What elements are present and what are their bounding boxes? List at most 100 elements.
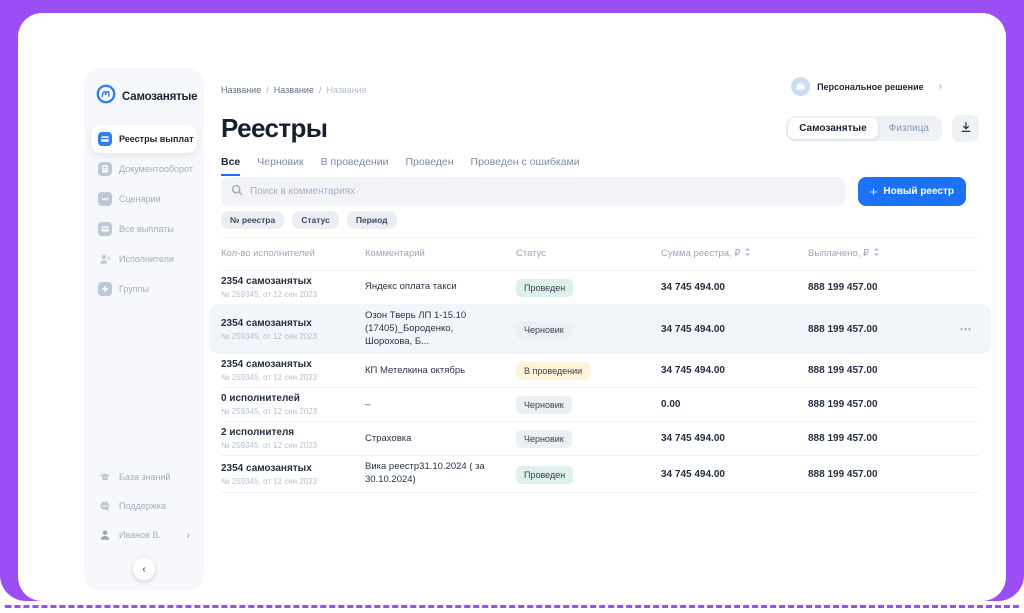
filter-chips: № реестра Статус Период <box>221 211 397 229</box>
payout-registries-icon <box>98 132 112 146</box>
table-row[interactable]: 2354 самозанятых № 259345, от 12 сен 202… <box>221 354 979 389</box>
sidebar-item-label: Реестры выплат <box>119 134 194 144</box>
sidebar-item-label: Группы <box>119 284 149 294</box>
status-badge: Проведен <box>516 279 574 297</box>
chevron-right-icon: › <box>186 529 190 541</box>
row-count: 2 исполнителя <box>221 427 295 439</box>
sort-icon <box>873 247 880 260</box>
sidebar-item-label: Документооборот <box>119 164 193 174</box>
row-meta: № 259345, от 12 сен 2023 <box>221 476 318 486</box>
tab-completed-with-errors[interactable]: Проведен с ошибками <box>470 156 580 168</box>
tab-completed[interactable]: Проведен <box>405 156 454 168</box>
new-registry-button[interactable]: + Новый реестр <box>857 177 966 206</box>
bottom-dashed-line <box>4 605 1020 608</box>
row-meta: № 259345, от 12 сен 2023 <box>221 441 318 451</box>
row-sum: 34 745 494.00 <box>661 433 725 445</box>
search-box <box>221 177 845 206</box>
row-comment: Страховка <box>365 432 412 444</box>
logo: Самозанятые <box>84 68 204 125</box>
row-count: 2354 самозанятых <box>221 276 312 287</box>
table-row[interactable]: 2354 самозанятых № 259345, от 12 сен 202… <box>221 456 979 494</box>
groups-icon <box>98 282 112 296</box>
sidebar-bottom: База знаний Поддержка Иванов В. › <box>91 463 197 550</box>
row-meta: № 259345, от 12 сен 2023 <box>221 290 318 299</box>
column-header-paid-label: Выплачено, ₽ <box>808 248 870 259</box>
filter-chip-registry-number[interactable]: № реестра <box>221 211 285 229</box>
sort-icon <box>744 247 751 260</box>
sidebar-item-label: Исполнители <box>119 254 174 264</box>
row-paid: 888 199 457.00 <box>808 399 878 411</box>
sidebar-item-performers[interactable]: Исполнители <box>91 245 197 273</box>
row-comment: Озон Тверь ЛП 1-15.10 (17405)_Бороденко,… <box>365 310 467 347</box>
user-icon <box>98 528 112 542</box>
search-icon <box>231 183 243 201</box>
row-comment: Яндекс оплата такси <box>365 281 457 293</box>
sidebar-collapse-button[interactable]: ‹ <box>133 558 155 580</box>
row-comment: Вика реестр31.10.2024 ( за 30.10.2024) <box>365 461 485 486</box>
table-row[interactable]: 2354 самозанятых № 259345, от 12 сен 202… <box>209 303 991 355</box>
table-row[interactable]: 0 исполнителей № 259345, от 12 сен 2023 … <box>221 388 979 423</box>
table-header: Кол-во исполнителей Комментарий Статус С… <box>221 237 979 271</box>
row-sum: 34 745 494.00 <box>661 323 725 335</box>
chevron-right-icon: › <box>938 81 942 92</box>
status-badge: Черновик <box>516 430 572 449</box>
sidebar-item-support[interactable]: Поддержка <box>91 492 197 520</box>
row-paid: 888 199 457.00 <box>808 433 878 445</box>
status-badge: Черновик <box>516 320 572 339</box>
tab-in-progress[interactable]: В проведении <box>320 156 389 168</box>
row-count: 2354 самозанятых <box>221 462 312 474</box>
row-menu-button[interactable]: ⋯ <box>959 322 973 337</box>
tab-draft[interactable]: Черновик <box>257 156 304 168</box>
performers-icon <box>98 252 112 266</box>
sidebar-nav: Реестры выплат Документооборот Сценарии <box>84 125 204 303</box>
row-comment: – <box>365 398 371 410</box>
row-meta: № 259345, от 12 сен 2023 <box>221 331 318 341</box>
sidebar-item-document-flow[interactable]: Документооборот <box>91 155 197 183</box>
logo-icon <box>96 84 116 109</box>
sidebar: Самозанятые Реестры выплат Документообор… <box>84 68 204 590</box>
sidebar-item-scenarios[interactable]: Сценарии <box>91 185 197 213</box>
segment-self-employed[interactable]: Самозанятые <box>788 118 878 139</box>
breadcrumb: Название / Название / Название <box>221 85 367 95</box>
breadcrumb-item[interactable]: Название <box>221 85 262 95</box>
tab-all[interactable]: Все <box>221 156 241 176</box>
row-meta: № 259345, от 12 сен 2023 <box>221 373 318 383</box>
download-button[interactable] <box>952 115 979 142</box>
breadcrumb-separator: / <box>318 85 322 95</box>
filter-chip-period[interactable]: Период <box>346 211 397 229</box>
status-badge: Черновик <box>516 396 572 415</box>
document-icon <box>98 162 112 176</box>
payments-icon <box>98 222 112 236</box>
column-header-sum[interactable]: Сумма реестра, ₽ <box>661 247 808 260</box>
account-switcher[interactable]: Персональное решение › <box>791 77 942 96</box>
sidebar-item-user[interactable]: Иванов В. › <box>91 521 197 549</box>
sidebar-item-groups[interactable]: Группы <box>91 275 197 303</box>
support-icon <box>98 499 112 513</box>
breadcrumb-item-current: Название <box>326 85 367 95</box>
scenarios-icon <box>98 192 112 206</box>
column-header-paid[interactable]: Выплачено, ₽ <box>808 247 948 260</box>
sidebar-item-payout-registries[interactable]: Реестры выплат <box>91 125 197 153</box>
title-row: Реестры Самозанятые Физлица <box>221 113 979 144</box>
page-title: Реестры <box>221 113 328 143</box>
briefcase-icon <box>791 77 811 96</box>
search-input[interactable] <box>250 186 835 197</box>
filter-chip-status[interactable]: Статус <box>292 211 339 229</box>
status-badge: В проведении <box>516 362 591 381</box>
entity-type-segmented-control: Самозанятые Физлица <box>786 116 942 141</box>
sidebar-item-all-payments[interactable]: Все выплаты <box>91 215 197 243</box>
row-count: 2354 самозанятых <box>221 317 312 329</box>
segment-individuals[interactable]: Физлица <box>888 123 929 134</box>
row-paid: 888 199 457.00 <box>808 468 878 480</box>
row-paid: 888 199 457.00 <box>808 323 878 335</box>
table-row[interactable]: 2 исполнителя № 259345, от 12 сен 2023 С… <box>221 422 979 457</box>
row-comment: КП Метелкина октябрь <box>365 364 466 376</box>
row-sum: 34 745 494.00 <box>661 282 725 293</box>
chevron-left-icon: ‹ <box>142 563 146 575</box>
status-tabs: Все Черновик В проведении Проведен Прове… <box>221 156 580 176</box>
table-row[interactable]: 2354 самозанятых № 259345, от 12 сен 202… <box>221 271 979 305</box>
breadcrumb-item[interactable]: Название <box>273 85 314 95</box>
sidebar-item-knowledge-base[interactable]: База знаний <box>91 463 197 491</box>
knowledge-base-icon <box>98 470 112 484</box>
